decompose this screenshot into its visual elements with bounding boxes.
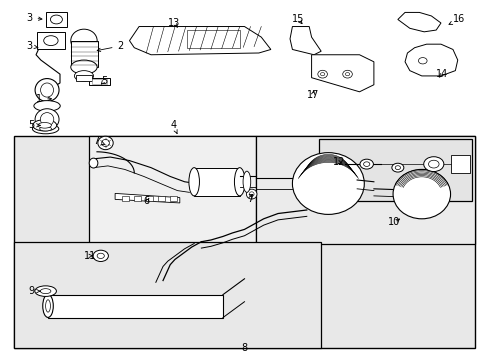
Text: 11: 11	[84, 251, 96, 261]
Bar	[15, 136, 473, 348]
Ellipse shape	[32, 124, 59, 134]
Bar	[158, 195, 165, 201]
Bar	[186, 30, 239, 48]
Ellipse shape	[249, 192, 254, 197]
Text: 7: 7	[93, 136, 105, 146]
Ellipse shape	[317, 70, 327, 78]
Bar	[170, 195, 177, 201]
Text: 3: 3	[26, 13, 42, 23]
Text: 13: 13	[167, 18, 180, 28]
Ellipse shape	[102, 139, 109, 147]
Polygon shape	[311, 55, 373, 92]
Ellipse shape	[418, 58, 426, 64]
Ellipse shape	[345, 73, 349, 76]
Ellipse shape	[342, 70, 351, 78]
Ellipse shape	[89, 158, 98, 168]
Bar	[449, 155, 469, 173]
Bar	[122, 195, 129, 201]
Ellipse shape	[93, 250, 108, 261]
Ellipse shape	[50, 15, 62, 24]
Bar	[89, 136, 256, 243]
Ellipse shape	[41, 113, 54, 126]
Polygon shape	[289, 27, 321, 55]
Ellipse shape	[38, 122, 51, 128]
Ellipse shape	[41, 289, 51, 294]
Ellipse shape	[292, 153, 364, 215]
Text: 17: 17	[306, 90, 319, 100]
Ellipse shape	[246, 189, 256, 199]
Text: 6: 6	[143, 196, 150, 206]
Bar	[15, 242, 321, 348]
Text: 15: 15	[292, 14, 304, 24]
Text: 5: 5	[28, 120, 40, 130]
Ellipse shape	[359, 159, 373, 169]
Ellipse shape	[71, 60, 97, 74]
Ellipse shape	[423, 157, 443, 171]
Ellipse shape	[427, 160, 438, 168]
Ellipse shape	[243, 171, 250, 192]
Text: 2: 2	[97, 41, 123, 51]
Text: 8: 8	[241, 343, 247, 353]
Ellipse shape	[43, 36, 58, 46]
Bar	[318, 139, 471, 201]
Text: 7: 7	[246, 194, 253, 204]
Ellipse shape	[45, 300, 50, 312]
Polygon shape	[404, 44, 457, 76]
Ellipse shape	[188, 168, 199, 196]
Ellipse shape	[35, 78, 59, 102]
Ellipse shape	[363, 162, 369, 166]
Text: 12: 12	[332, 157, 345, 167]
Ellipse shape	[392, 170, 449, 219]
Ellipse shape	[320, 73, 324, 76]
Ellipse shape	[35, 109, 59, 130]
Text: 1: 1	[36, 94, 51, 104]
Polygon shape	[397, 12, 440, 32]
Ellipse shape	[234, 168, 244, 196]
Ellipse shape	[33, 120, 57, 131]
Text: 4: 4	[170, 120, 177, 134]
Bar	[38, 32, 64, 49]
Bar	[92, 79, 107, 84]
Ellipse shape	[394, 166, 400, 170]
Text: 16: 16	[448, 14, 464, 24]
Bar	[194, 168, 239, 196]
Text: 5: 5	[101, 76, 107, 86]
Bar	[48, 294, 223, 318]
Ellipse shape	[391, 163, 403, 172]
Bar	[45, 12, 67, 27]
Text: 3: 3	[26, 41, 38, 51]
Ellipse shape	[35, 286, 56, 296]
Text: 9: 9	[28, 286, 40, 296]
Ellipse shape	[97, 253, 104, 258]
Ellipse shape	[98, 136, 113, 150]
Ellipse shape	[34, 101, 60, 111]
Bar	[89, 78, 110, 85]
Ellipse shape	[42, 294, 53, 318]
Ellipse shape	[41, 83, 53, 97]
Text: 10: 10	[387, 217, 400, 227]
Ellipse shape	[71, 29, 97, 52]
Bar	[76, 75, 92, 81]
Polygon shape	[129, 27, 270, 55]
Bar	[70, 41, 98, 67]
Bar	[256, 136, 473, 243]
Bar	[134, 195, 141, 201]
Ellipse shape	[40, 127, 52, 131]
Bar	[146, 195, 153, 201]
Polygon shape	[115, 193, 180, 203]
Ellipse shape	[74, 71, 93, 81]
Text: 14: 14	[435, 69, 447, 79]
